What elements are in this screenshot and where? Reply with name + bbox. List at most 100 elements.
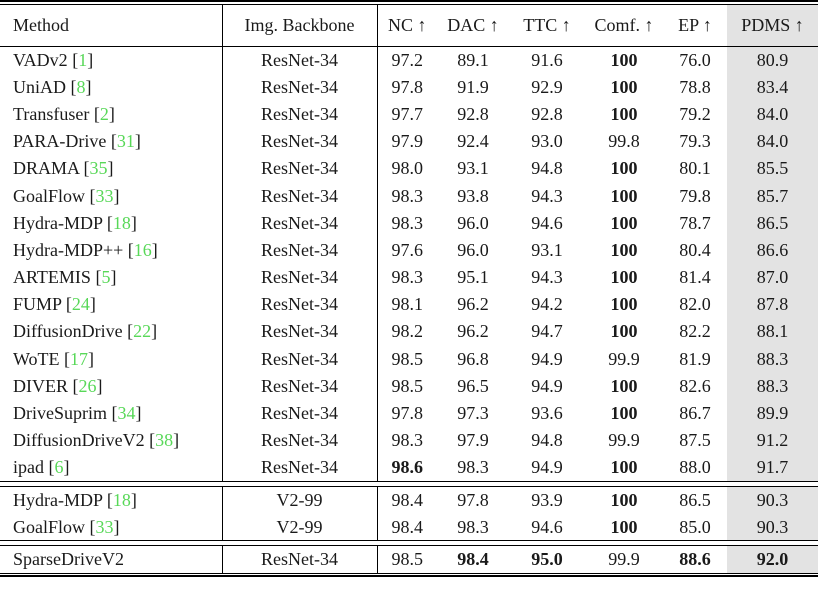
pdms-value-cell: 88.3: [727, 372, 818, 400]
ttc-value-cell: 93.0: [531, 131, 563, 152]
method-cell: Hydra-MDP++ [16]: [0, 236, 223, 264]
backbone-cell: V2-99: [222, 513, 378, 541]
ttc-value-cell: 94.3: [531, 185, 563, 206]
dac-value-cell: 98.3: [457, 457, 489, 478]
pdms-value-cell: 91.7: [727, 454, 818, 482]
nc-value-cell: 98.0: [391, 158, 424, 179]
ttc-value-cell: 92.8: [531, 103, 563, 124]
citation-link[interactable]: 22: [133, 321, 152, 342]
backbone-cell: ResNet-34: [222, 155, 378, 183]
dac-value-cell: 96.2: [457, 321, 489, 342]
table-body: VADv2 [1] ResNet-34 97.2 89.1 91.6 100 76.0 80.…: [0, 46, 818, 574]
citation-link[interactable]: 18: [112, 489, 131, 510]
dac-value-cell: 91.9: [457, 76, 489, 97]
nc-value-cell: 98.2: [391, 321, 424, 342]
ttc-value-cell: 94.8: [531, 158, 563, 179]
citation-link[interactable]: 35: [89, 158, 108, 179]
comf-value-cell: 99.8: [608, 131, 640, 152]
comf-value-cell: 100: [610, 294, 638, 315]
nc-value-cell: 97.7: [391, 103, 424, 124]
method-name: FUMP: [13, 294, 62, 315]
ep-value-cell: 80.4: [679, 239, 711, 260]
table-row: SparseDriveV2 ResNet-34 98.5 98.4 95.0 99.9 88…: [0, 545, 818, 574]
method-name: Hydra-MDP++: [13, 239, 124, 260]
method-cell: PARA-Drive [31]: [0, 128, 223, 156]
table-row: DIVER [26] ResNet-34 98.5 96.5 94.9 100 82.6 88…: [0, 372, 818, 400]
ttc-value-cell: 93.6: [531, 403, 563, 424]
backbone-cell: ResNet-34: [222, 427, 378, 455]
citation-link[interactable]: 24: [71, 294, 90, 315]
comf-value-cell: 99.9: [608, 348, 640, 369]
table-row: Hydra-MDP++ [16] ResNet-34 97.6 96.0 93.1 100…: [0, 236, 818, 264]
ttc-value-cell: 94.6: [531, 212, 563, 233]
citation-link[interactable]: 1: [78, 49, 88, 70]
section-separator: [0, 481, 818, 487]
nc-value-cell: 98.5: [391, 375, 424, 396]
col-header-nc: NC ↑: [377, 5, 437, 47]
table-row: ARTEMIS [5] ResNet-34 98.3 95.1 94.3 100 81.4 8…: [0, 264, 818, 292]
citation-link[interactable]: 33: [95, 516, 114, 537]
method-name: GoalFlow: [13, 516, 85, 537]
comf-value-cell: 100: [610, 239, 638, 260]
backbone-cell: ResNet-34: [222, 318, 378, 346]
table-row: DiffusionDriveV2 [38] ResNet-34 98.3 97.9 94…: [0, 427, 818, 455]
col-header-method: Method: [0, 5, 223, 47]
comf-value-cell: 100: [610, 212, 638, 233]
backbone-cell: ResNet-34: [222, 454, 378, 482]
method-cell: VADv2 [1]: [0, 46, 223, 74]
citation-link[interactable]: 38: [155, 430, 174, 451]
ep-value-cell: 81.4: [679, 267, 711, 288]
citation-link[interactable]: 17: [70, 348, 89, 369]
citation-link[interactable]: 6: [54, 457, 64, 478]
ep-value-cell: 76.0: [679, 49, 711, 70]
comf-value-cell: 99.9: [608, 430, 640, 451]
dac-value-cell: 96.2: [457, 294, 489, 315]
citation-link[interactable]: 18: [112, 212, 131, 233]
pdms-value-cell: 89.9: [727, 399, 818, 428]
ttc-value-cell: 94.9: [531, 457, 563, 478]
citation-link[interactable]: 33: [95, 185, 114, 206]
comf-value-cell: 100: [610, 267, 638, 288]
comf-value-cell: 100: [610, 49, 638, 70]
col-header-comf: Comf. ↑: [585, 5, 663, 47]
citation-link[interactable]: 34: [117, 403, 136, 424]
citation-link[interactable]: 2: [99, 103, 109, 124]
ttc-value-cell: 95.0: [531, 549, 563, 570]
backbone-cell: ResNet-34: [222, 264, 378, 292]
ttc-value-cell: 94.2: [531, 294, 563, 315]
header-row: Method Img. Backbone NC ↑ DAC ↑ TTC ↑ Comf. ↑…: [0, 5, 818, 47]
ttc-value-cell: 94.9: [531, 348, 563, 369]
backbone-cell: ResNet-34: [222, 182, 378, 210]
method-name: UniAD: [13, 76, 66, 97]
comf-value-cell: 100: [610, 375, 638, 396]
table-row: Transfuser [2] ResNet-34 97.7 92.8 92.8 100 79…: [0, 100, 818, 129]
method-cell: Hydra-MDP [18]: [0, 486, 223, 514]
nc-value-cell: 98.3: [391, 212, 424, 233]
citation-link[interactable]: 5: [101, 267, 111, 288]
method-name: PARA-Drive: [13, 131, 107, 152]
table-row: GoalFlow [33] V2-99 98.4 98.3 94.6 100 85.0 90.…: [0, 513, 818, 541]
method-name: DIVER: [13, 375, 68, 396]
backbone-cell: ResNet-34: [222, 128, 378, 156]
ep-value-cell: 82.2: [679, 321, 711, 342]
ep-value-cell: 78.7: [679, 212, 711, 233]
table-row: DRAMA [35] ResNet-34 98.0 93.1 94.8 100 80.1 85…: [0, 155, 818, 183]
ep-value-cell: 87.5: [679, 430, 711, 451]
col-header-dac: DAC ↑: [437, 5, 509, 47]
citation-link[interactable]: 26: [78, 375, 97, 396]
table-row: Hydra-MDP [18] ResNet-34 98.3 96.0 94.6 100 78…: [0, 209, 818, 237]
dac-value-cell: 95.1: [457, 267, 489, 288]
section-separator-rule: [0, 481, 818, 487]
citation-link[interactable]: 31: [116, 131, 135, 152]
backbone-cell: V2-99: [222, 486, 378, 514]
dac-value-cell: 96.8: [457, 348, 489, 369]
citation-link[interactable]: 8: [76, 76, 86, 97]
pdms-value-cell: 83.4: [727, 73, 818, 101]
comf-value-cell: 100: [610, 76, 638, 97]
dac-value-cell: 97.3: [457, 403, 489, 424]
nc-value-cell: 98.6: [391, 457, 424, 478]
method-name: Transfuser: [13, 103, 90, 124]
method-cell: GoalFlow [33]: [0, 513, 223, 541]
nc-value-cell: 97.2: [391, 49, 424, 70]
citation-link[interactable]: 16: [133, 239, 152, 260]
